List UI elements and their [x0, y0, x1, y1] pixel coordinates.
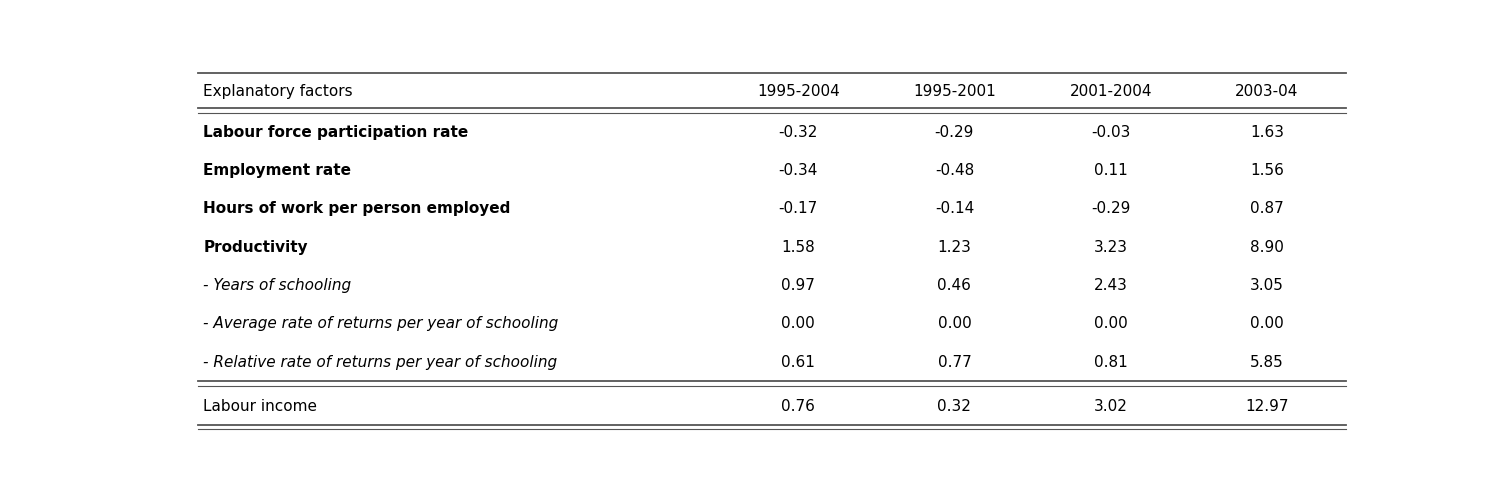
Text: 1995-2004: 1995-2004	[758, 84, 840, 99]
Text: 0.76: 0.76	[782, 399, 815, 414]
Text: 0.46: 0.46	[938, 278, 971, 293]
Text: 0.77: 0.77	[938, 355, 971, 370]
Text: 8.90: 8.90	[1250, 240, 1283, 255]
Text: 1.63: 1.63	[1250, 125, 1283, 140]
Text: Labour force participation rate: Labour force participation rate	[203, 125, 468, 140]
Text: -0.29: -0.29	[935, 125, 974, 140]
Text: -0.17: -0.17	[779, 201, 818, 216]
Text: -0.03: -0.03	[1090, 125, 1131, 140]
Text: 3.05: 3.05	[1250, 278, 1283, 293]
Text: 3.02: 3.02	[1093, 399, 1128, 414]
Text: -0.14: -0.14	[935, 201, 974, 216]
Text: 1.23: 1.23	[938, 240, 971, 255]
Text: 1.58: 1.58	[782, 240, 815, 255]
Text: 0.97: 0.97	[782, 278, 815, 293]
Text: 0.00: 0.00	[938, 316, 971, 331]
Text: 0.81: 0.81	[1093, 355, 1128, 370]
Text: 5.85: 5.85	[1250, 355, 1283, 370]
Text: 2.43: 2.43	[1093, 278, 1128, 293]
Text: Explanatory factors: Explanatory factors	[203, 84, 352, 99]
Text: 2001-2004: 2001-2004	[1069, 84, 1152, 99]
Text: 0.00: 0.00	[1093, 316, 1128, 331]
Text: 1.56: 1.56	[1250, 163, 1283, 178]
Text: -0.32: -0.32	[779, 125, 818, 140]
Text: 0.00: 0.00	[782, 316, 815, 331]
Text: -0.48: -0.48	[935, 163, 974, 178]
Text: 1995-2001: 1995-2001	[913, 84, 995, 99]
Text: - Relative rate of returns per year of schooling: - Relative rate of returns per year of s…	[203, 355, 557, 370]
Text: Employment rate: Employment rate	[203, 163, 351, 178]
Text: 0.32: 0.32	[938, 399, 971, 414]
Text: 0.87: 0.87	[1250, 201, 1283, 216]
Text: - Average rate of returns per year of schooling: - Average rate of returns per year of sc…	[203, 316, 559, 331]
Text: Hours of work per person employed: Hours of work per person employed	[203, 201, 511, 216]
Text: Labour income: Labour income	[203, 399, 318, 414]
Text: Productivity: Productivity	[203, 240, 309, 255]
Text: 12.97: 12.97	[1245, 399, 1289, 414]
Text: 0.00: 0.00	[1250, 316, 1283, 331]
Text: 2003-04: 2003-04	[1235, 84, 1298, 99]
Text: - Years of schooling: - Years of schooling	[203, 278, 351, 293]
Text: 0.61: 0.61	[782, 355, 815, 370]
Text: -0.34: -0.34	[779, 163, 818, 178]
Text: 3.23: 3.23	[1093, 240, 1128, 255]
Text: -0.29: -0.29	[1090, 201, 1131, 216]
Text: 0.11: 0.11	[1093, 163, 1128, 178]
